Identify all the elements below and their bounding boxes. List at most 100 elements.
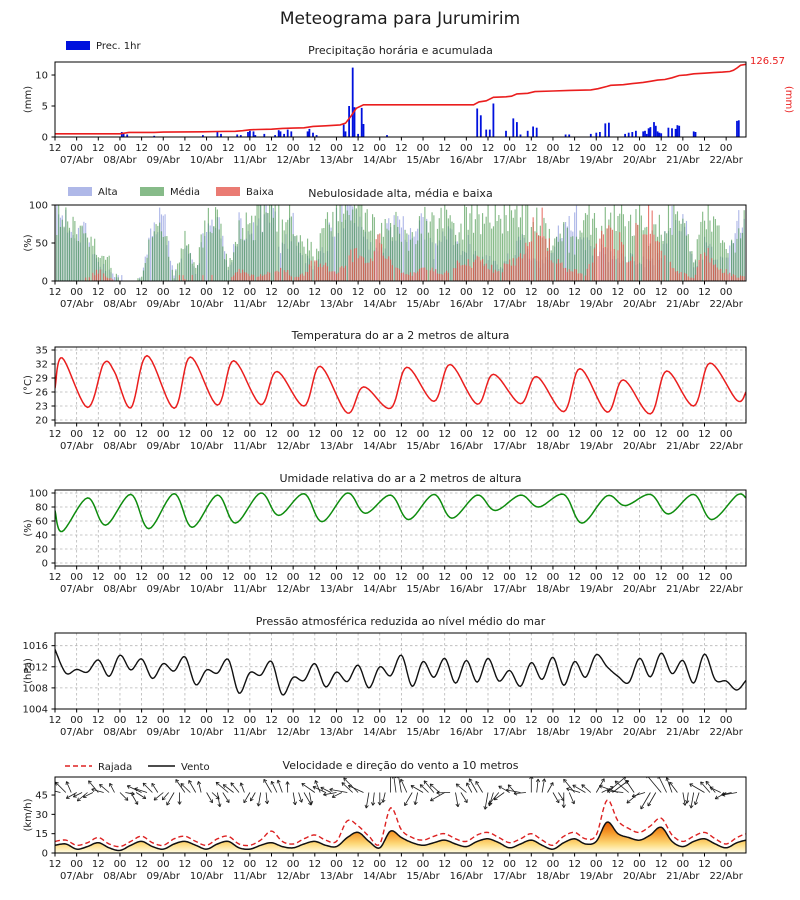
x-tick-date: 10/Abr xyxy=(190,584,224,595)
x-tick-hour: 00 xyxy=(157,572,170,583)
x-tick-hour: 00 xyxy=(503,429,516,440)
x-tick-hour: 12 xyxy=(482,859,495,870)
x-tick-date: 18/Abr xyxy=(536,727,570,738)
x-tick-date: 12/Abr xyxy=(276,584,310,595)
x-tick-date: 09/Abr xyxy=(147,727,181,738)
x-tick-date: 10/Abr xyxy=(190,299,224,310)
x-tick-hour: 00 xyxy=(243,143,256,154)
x-tick-hour: 12 xyxy=(525,572,538,583)
x-tick-hour: 12 xyxy=(352,429,365,440)
x-tick-date: 07/Abr xyxy=(60,727,94,738)
x-tick-hour: 12 xyxy=(222,143,235,154)
x-tick-hour: 00 xyxy=(114,429,127,440)
panel-title: Velocidade e direção do vento a 10 metro… xyxy=(283,759,519,772)
hum-line xyxy=(55,492,746,533)
x-tick-hour: 12 xyxy=(438,859,451,870)
x-tick-hour: 12 xyxy=(92,429,105,440)
x-tick-hour: 00 xyxy=(330,859,343,870)
x-tick-hour: 12 xyxy=(265,429,278,440)
x-tick-date: 21/Abr xyxy=(666,299,700,310)
x-tick-hour: 00 xyxy=(676,143,689,154)
x-tick-hour: 00 xyxy=(590,715,603,726)
plot-series xyxy=(55,205,745,281)
x-tick-hour: 12 xyxy=(395,715,408,726)
x-tick-hour: 00 xyxy=(460,859,473,870)
x-tick-hour: 00 xyxy=(200,715,213,726)
x-tick-hour: 12 xyxy=(179,572,192,583)
x-tick-hour: 12 xyxy=(612,715,625,726)
panel-title: Pressão atmosférica reduzida ao nível mé… xyxy=(256,615,546,628)
x-tick-hour: 12 xyxy=(568,287,581,298)
x-tick-date: 12/Abr xyxy=(276,299,310,310)
x-tick-date: 08/Abr xyxy=(103,727,137,738)
x-tick-date: 19/Abr xyxy=(580,584,614,595)
x-tick-hour: 12 xyxy=(482,287,495,298)
y-tick-label: 80 xyxy=(35,503,48,514)
x-tick-date: 22/Abr xyxy=(709,584,743,595)
x-tick-hour: 12 xyxy=(438,143,451,154)
x-tick-date: 16/Abr xyxy=(450,584,484,595)
x-tick-hour: 00 xyxy=(70,287,83,298)
y-axis-unit-label: (%) xyxy=(23,519,34,536)
x-tick-hour: 00 xyxy=(547,287,560,298)
x-tick-hour: 00 xyxy=(200,572,213,583)
x-tick-hour: 00 xyxy=(157,715,170,726)
x-tick-hour: 00 xyxy=(243,572,256,583)
x-tick-hour: 12 xyxy=(525,287,538,298)
right-axis-unit-label: (mm) xyxy=(783,86,794,113)
x-tick-hour: 00 xyxy=(114,715,127,726)
y-tick-label: 0 xyxy=(42,849,48,860)
x-tick-date: 18/Abr xyxy=(536,155,570,166)
x-tick-hour: 00 xyxy=(157,143,170,154)
x-tick-hour: 12 xyxy=(135,143,148,154)
x-tick-hour: 00 xyxy=(590,429,603,440)
x-tick-hour: 12 xyxy=(438,429,451,440)
x-tick-hour: 00 xyxy=(287,143,300,154)
y-tick-label: 10 xyxy=(35,71,48,82)
x-tick-date: 11/Abr xyxy=(233,299,267,310)
x-tick-hour: 00 xyxy=(70,143,83,154)
x-tick-date: 11/Abr xyxy=(233,441,267,452)
x-tick-hour: 12 xyxy=(135,429,148,440)
x-tick-hour: 12 xyxy=(352,572,365,583)
x-tick-hour: 00 xyxy=(676,572,689,583)
x-tick-hour: 00 xyxy=(590,287,603,298)
x-tick-date: 18/Abr xyxy=(536,871,570,882)
wind-speed-line xyxy=(55,821,746,852)
tick-marks xyxy=(51,492,727,570)
x-tick-hour: 00 xyxy=(590,572,603,583)
x-tick-date: 15/Abr xyxy=(406,727,440,738)
x-tick-hour: 12 xyxy=(308,715,321,726)
x-tick-hour: 00 xyxy=(70,859,83,870)
x-tick-hour: 00 xyxy=(114,287,127,298)
x-tick-date: 15/Abr xyxy=(406,871,440,882)
x-tick-hour: 12 xyxy=(698,429,711,440)
x-tick-date: 08/Abr xyxy=(103,155,137,166)
x-tick-hour: 00 xyxy=(200,429,213,440)
tick-marks xyxy=(51,645,727,713)
x-tick-hour: 00 xyxy=(590,859,603,870)
x-tick-date: 22/Abr xyxy=(709,441,743,452)
press-line xyxy=(55,649,746,696)
x-tick-hour: 12 xyxy=(265,859,278,870)
x-tick-hour: 00 xyxy=(460,572,473,583)
plot-series xyxy=(55,649,746,696)
x-tick-date: 11/Abr xyxy=(233,155,267,166)
y-tick-label: 23 xyxy=(35,402,48,413)
x-tick-hour: 00 xyxy=(287,715,300,726)
accumulated-precip-line xyxy=(55,63,746,135)
x-tick-hour: 12 xyxy=(698,572,711,583)
legend-label: Vento xyxy=(181,762,210,773)
x-tick-date: 20/Abr xyxy=(623,584,657,595)
gridlines xyxy=(54,490,746,566)
x-tick-hour: 12 xyxy=(135,287,148,298)
tick-marks xyxy=(51,349,727,427)
x-tick-hour: 12 xyxy=(612,859,625,870)
x-tick-hour: 00 xyxy=(547,143,560,154)
x-tick-hour: 00 xyxy=(373,287,386,298)
